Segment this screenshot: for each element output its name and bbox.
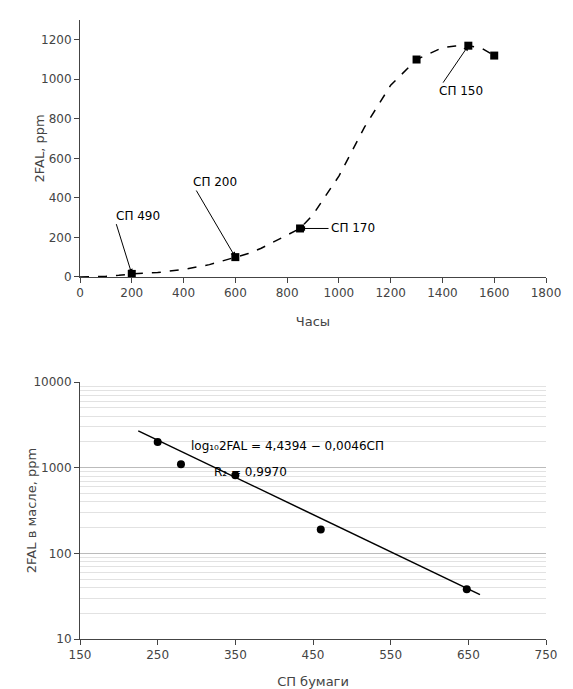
svg-text:СП 490: СП 490 [116, 209, 160, 223]
svg-text:550: 550 [379, 648, 402, 662]
svg-text:450: 450 [302, 648, 325, 662]
svg-text:800: 800 [49, 112, 72, 126]
svg-text:0: 0 [64, 270, 72, 284]
svg-text:1400: 1400 [427, 286, 458, 300]
svg-text:Часы: Часы [296, 314, 330, 329]
svg-text:1000: 1000 [41, 72, 72, 86]
svg-text:СП бумаги: СП бумаги [277, 674, 349, 689]
svg-text:log₁₀2FAL = 4,4394 − 0,0046СП: log₁₀2FAL = 4,4394 − 0,0046СП [191, 439, 384, 453]
svg-text:1200: 1200 [375, 286, 406, 300]
svg-text:СП 170: СП 170 [331, 221, 375, 235]
svg-text:200: 200 [49, 231, 72, 245]
svg-text:600: 600 [49, 152, 72, 166]
svg-text:150: 150 [69, 648, 92, 662]
svg-text:СП 150: СП 150 [439, 84, 483, 98]
svg-text:100: 100 [49, 547, 72, 561]
svg-text:600: 600 [224, 286, 247, 300]
svg-text:200: 200 [120, 286, 143, 300]
svg-text:400: 400 [49, 191, 72, 205]
svg-text:350: 350 [224, 648, 247, 662]
svg-text:СП 200: СП 200 [193, 175, 237, 189]
svg-text:10000: 10000 [33, 375, 71, 389]
svg-text:400: 400 [172, 286, 195, 300]
svg-text:1200: 1200 [41, 33, 72, 47]
svg-text:2FAL в масле, ppm: 2FAL в масле, ppm [24, 448, 39, 573]
svg-text:1600: 1600 [479, 286, 510, 300]
svg-text:R₂ = 0,9970: R₂ = 0,9970 [214, 465, 287, 479]
svg-text:0: 0 [76, 286, 84, 300]
svg-text:10: 10 [56, 632, 71, 646]
svg-text:1800: 1800 [531, 286, 562, 300]
svg-text:1000: 1000 [41, 461, 72, 475]
svg-text:2FAL, ppm: 2FAL, ppm [32, 114, 47, 182]
svg-text:800: 800 [276, 286, 299, 300]
svg-text:650: 650 [457, 648, 480, 662]
svg-text:250: 250 [146, 648, 169, 662]
svg-text:750: 750 [535, 648, 558, 662]
svg-text:1000: 1000 [324, 286, 355, 300]
